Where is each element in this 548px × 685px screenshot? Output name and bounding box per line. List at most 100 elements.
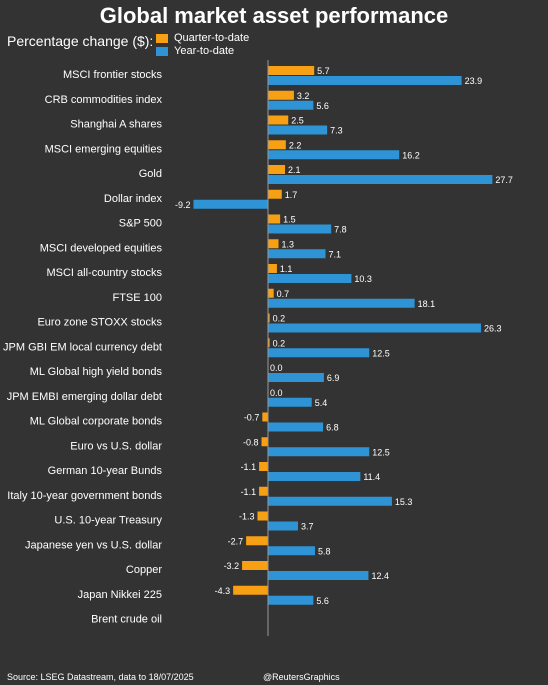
bar-year-to-date-ml-global-high-yield-bonds [268, 373, 324, 382]
value-label-quarter-to-date-ml-global-corporate-bonds: -0.7 [244, 413, 260, 423]
value-label-year-to-date-ml-global-high-yield-bonds: 6.9 [327, 373, 340, 383]
value-label-year-to-date-s-p-500: 7.8 [334, 225, 347, 235]
bar-year-to-date-msci-frontier-stocks [268, 76, 462, 85]
bar-quarter-to-date-german-10-year-bunds [259, 462, 268, 471]
bar-quarter-to-date-jpm-gbi-em-local-currency-debt [268, 338, 270, 348]
chart-subtitle: Percentage change ($): [7, 33, 154, 49]
category-label-msci-all-country-stocks: MSCI all-country stocks [46, 267, 162, 279]
value-label-year-to-date-jpm-gbi-em-local-currency-debt: 12.5 [372, 348, 390, 358]
value-label-quarter-to-date-msci-all-country-stocks: 1.1 [280, 264, 293, 274]
bar-year-to-date-ml-global-corporate-bonds [268, 422, 324, 432]
value-label-quarter-to-date-euro-zone-stoxx-stocks: 0.2 [273, 314, 286, 324]
bar-year-to-date-ftse-100 [268, 298, 415, 308]
category-label-dollar-index: Dollar index [104, 193, 163, 205]
category-label-jpm-embi-emerging-dollar-debt: JPM EMBI emerging dollar debt [7, 391, 162, 403]
bar-quarter-to-date-msci-frontier-stocks [268, 66, 315, 75]
category-label-msci-frontier-stocks: MSCI frontier stocks [63, 69, 163, 81]
bar-year-to-date-italy-10-year-government-bonds [268, 496, 392, 506]
category-label-ml-global-high-yield-bonds: ML Global high yield bonds [30, 366, 163, 378]
value-label-quarter-to-date-s-p-500: 1.5 [283, 215, 296, 225]
value-label-quarter-to-date-german-10-year-bunds: -1.1 [241, 462, 257, 472]
value-label-year-to-date-gold: 27.7 [495, 175, 513, 185]
category-label-japan-nikkei-225: Japan Nikkei 225 [78, 589, 162, 601]
value-label-quarter-to-date-ml-global-high-yield-bonds: 0.0 [270, 363, 283, 373]
value-label-year-to-date-japanese-yen-vs-u-s-dollar: 5.8 [318, 546, 331, 556]
bar-year-to-date-euro-vs-u-s-dollar [268, 447, 370, 457]
value-label-year-to-date-ml-global-corporate-bonds: 6.8 [326, 423, 339, 433]
bar-year-to-date-copper [268, 571, 369, 580]
bar-year-to-date-msci-all-country-stocks [268, 274, 352, 283]
bar-year-to-date-japanese-yen-vs-u-s-dollar [268, 546, 315, 556]
bar-quarter-to-date-ml-global-corporate-bonds [262, 412, 268, 422]
credit-note: @ReutersGraphics [263, 672, 340, 682]
bar-year-to-date-japan-nikkei-225 [268, 595, 314, 605]
category-label-msci-emerging-equities: MSCI emerging equities [45, 143, 163, 155]
value-label-year-to-date-italy-10-year-government-bonds: 15.3 [395, 497, 413, 507]
value-label-quarter-to-date-u-s-10-year-treasury: -1.3 [239, 512, 255, 522]
bar-quarter-to-date-euro-zone-stoxx-stocks [268, 313, 270, 323]
value-label-quarter-to-date-crb-commodities-index: 3.2 [297, 91, 310, 101]
value-label-year-to-date-japan-nikkei-225: 5.6 [316, 596, 329, 606]
value-label-year-to-date-msci-developed-equities: 7.1 [329, 249, 342, 259]
legend-label-year-to-date: Year-to-date [174, 45, 235, 57]
category-label-jpm-gbi-em-local-currency-debt: JPM GBI EM local currency debt [3, 341, 162, 353]
category-label-japanese-yen-vs-u-s-dollar: Japanese yen vs U.S. dollar [25, 539, 162, 551]
bar-quarter-to-date-copper [242, 561, 268, 570]
bar-quarter-to-date-euro-vs-u-s-dollar [261, 437, 268, 447]
value-label-quarter-to-date-ftse-100: 0.7 [277, 289, 290, 299]
value-label-quarter-to-date-dollar-index: 1.7 [285, 190, 298, 200]
value-label-quarter-to-date-copper: -3.2 [224, 561, 240, 571]
category-label-euro-zone-stoxx-stocks: Euro zone STOXX stocks [37, 317, 162, 329]
bar-year-to-date-s-p-500 [268, 224, 332, 234]
bar-quarter-to-date-msci-developed-equities [268, 239, 279, 249]
category-label-brent-crude-oil: Brent crude oil [91, 614, 162, 626]
category-label-german-10-year-bunds: German 10-year Bunds [48, 465, 163, 477]
source-note: Source: LSEG Datastream, data to 18/07/2… [7, 672, 194, 682]
value-label-quarter-to-date-jpm-embi-emerging-dollar-debt: 0.0 [270, 388, 283, 398]
category-label-msci-developed-equities: MSCI developed equities [40, 242, 163, 254]
bar-quarter-to-date-msci-all-country-stocks [268, 264, 277, 273]
bar-year-to-date-shanghai-a-shares [268, 125, 328, 135]
bar-quarter-to-date-msci-emerging-equities [268, 140, 286, 150]
bar-year-to-date-crb-commodities-index [268, 100, 314, 110]
bar-quarter-to-date-ftse-100 [268, 288, 274, 298]
category-label-shanghai-a-shares: Shanghai A shares [70, 119, 162, 131]
value-label-year-to-date-msci-all-country-stocks: 10.3 [354, 274, 372, 284]
value-label-quarter-to-date-gold: 2.1 [288, 165, 301, 175]
value-label-year-to-date-euro-vs-u-s-dollar: 12.5 [372, 447, 390, 457]
value-label-quarter-to-date-shanghai-a-shares: 2.5 [291, 116, 304, 126]
legend-label-quarter-to-date: Quarter-to-date [174, 32, 250, 44]
category-label-ftse-100: FTSE 100 [112, 292, 162, 304]
value-label-quarter-to-date-jpm-gbi-em-local-currency-debt: 0.2 [273, 338, 286, 348]
bar-quarter-to-date-dollar-index [268, 189, 282, 199]
value-label-year-to-date-u-s-10-year-treasury: 3.7 [301, 522, 314, 532]
chart-title: Global market asset performance [99, 3, 449, 28]
bar-year-to-date-jpm-embi-emerging-dollar-debt [268, 397, 312, 407]
value-label-year-to-date-ftse-100: 18.1 [418, 299, 436, 309]
legend-swatch-year-to-date [156, 46, 168, 56]
category-label-euro-vs-u-s-dollar: Euro vs U.S. dollar [70, 440, 162, 452]
value-label-year-to-date-msci-frontier-stocks: 23.9 [465, 76, 483, 86]
value-label-year-to-date-jpm-embi-emerging-dollar-debt: 5.4 [315, 398, 328, 408]
category-label-ml-global-corporate-bonds: ML Global corporate bonds [30, 416, 163, 428]
value-label-year-to-date-euro-zone-stoxx-stocks: 26.3 [484, 324, 502, 334]
value-label-quarter-to-date-japan-nikkei-225: -4.3 [215, 586, 231, 596]
bar-year-to-date-jpm-gbi-em-local-currency-debt [268, 348, 370, 358]
bar-quarter-to-date-japanese-yen-vs-u-s-dollar [246, 536, 268, 546]
category-label-crb-commodities-index: CRB commodities index [45, 94, 163, 106]
bar-quarter-to-date-u-s-10-year-treasury [257, 511, 268, 521]
value-label-quarter-to-date-italy-10-year-government-bonds: -1.1 [241, 487, 257, 497]
bar-quarter-to-date-crb-commodities-index [268, 90, 294, 100]
bar-quarter-to-date-italy-10-year-government-bonds [259, 486, 268, 496]
category-label-copper: Copper [126, 564, 162, 576]
legend-item-quarter-to-date: Quarter-to-date [156, 32, 249, 44]
value-label-year-to-date-german-10-year-bunds: 11.4 [363, 472, 380, 482]
bar-year-to-date-dollar-index [193, 199, 268, 209]
category-label-s-p-500: S&P 500 [119, 218, 162, 230]
category-label-italy-10-year-government-bonds: Italy 10-year government bonds [7, 490, 162, 502]
bar-quarter-to-date-s-p-500 [268, 214, 281, 224]
bar-year-to-date-u-s-10-year-treasury [268, 521, 298, 531]
bar-quarter-to-date-japan-nikkei-225 [233, 585, 268, 595]
bar-year-to-date-gold [268, 175, 493, 184]
